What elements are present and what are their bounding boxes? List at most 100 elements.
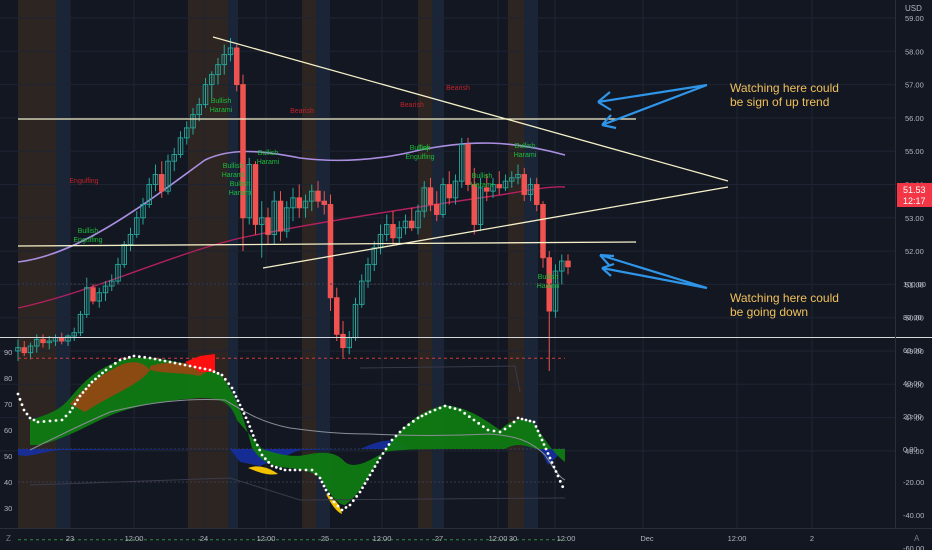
osc-dot: [87, 384, 91, 387]
last-price-badge: 51.53 12:17: [897, 183, 932, 207]
osc-dot: [508, 424, 512, 428]
osc-dot: [246, 420, 250, 424]
osc-dot: [458, 408, 462, 412]
candle-body: [27, 345, 34, 354]
price-tick: 47.00: [905, 414, 924, 423]
price-tick: 48.00: [905, 380, 924, 389]
auto-scale-icon[interactable]: A: [914, 534, 920, 543]
candle-body: [34, 338, 40, 347]
osc-dot: [376, 460, 379, 464]
upper-annotation: Watching here could be sign of up trend: [597, 81, 839, 130]
candle-body: [309, 190, 315, 202]
pattern-label: Doji: [418, 145, 431, 152]
session-band: [56, 0, 70, 528]
upper-note-line1: Watching here could: [730, 81, 839, 95]
grid-lines: [0, 0, 895, 528]
candle-body: [259, 217, 265, 225]
osc-dot: [371, 469, 374, 473]
pattern-label: Engulfing: [69, 178, 98, 185]
osc-dot: [203, 367, 207, 371]
timezone-icon[interactable]: Z: [6, 534, 11, 543]
osc-dot: [548, 456, 552, 460]
candle-body: [471, 184, 478, 225]
candle-body: [233, 47, 240, 86]
osc-dot: [123, 357, 127, 361]
osc-dot: [438, 406, 442, 410]
candle-body: [296, 197, 303, 209]
osc-dot: [64, 414, 68, 418]
osc-dot: [132, 354, 136, 358]
osc-right-tick: -60.00: [903, 544, 924, 550]
osc-dot: [520, 417, 524, 421]
time-tick: 12:00: [373, 534, 392, 543]
pattern-label: Bullish: [258, 150, 279, 157]
osc-dot: [443, 404, 447, 408]
osc-right-tick: 80.00: [903, 313, 922, 322]
price-tick: 56.00: [905, 114, 924, 123]
candle-body: [215, 64, 221, 76]
candle-body: [321, 200, 328, 205]
osc-dot: [22, 408, 26, 412]
osc-dot: [288, 468, 292, 472]
candle-body: [552, 270, 559, 312]
osc-dot: [178, 362, 182, 366]
candle-body: [152, 174, 159, 185]
osc-dot: [368, 473, 372, 477]
time-tick: 23: [66, 534, 74, 543]
time-axis[interactable]: 23 12:00 24 12:00 25 12:00 27 12:00 30 12:00 Dec 12…: [66, 534, 814, 543]
pattern-label: Bullish: [472, 173, 493, 180]
osc-dot: [293, 468, 297, 472]
osc-dot: [424, 412, 428, 416]
osc-dot: [556, 474, 560, 478]
candle-body: [540, 204, 546, 259]
osc-dot: [90, 380, 94, 384]
price-tick: 49.00: [905, 347, 924, 356]
pattern-label: Harami: [222, 172, 245, 179]
osc-dot: [173, 361, 177, 365]
candle-body: [284, 207, 290, 232]
osc-dot: [251, 434, 255, 437]
pattern-label: Harami: [537, 283, 560, 290]
osc-right-tick: -20.00: [903, 478, 924, 487]
osc-left-tick: 40: [4, 478, 12, 487]
candle-body: [140, 204, 146, 219]
oscillator-left-axis: 90 80 70 60 50 40 30: [4, 348, 12, 513]
osc-dot: [223, 377, 227, 381]
osc-dot: [492, 429, 496, 433]
candle-body: [315, 190, 321, 202]
osc-dot: [163, 359, 167, 363]
osc-dot: [158, 358, 162, 362]
osc-right-tick: 40.00: [903, 379, 922, 388]
osc-dot: [97, 374, 101, 378]
candle-body: [227, 47, 234, 56]
candle-body: [434, 204, 440, 215]
candle-body: [427, 187, 434, 205]
pattern-label: Bearish: [290, 108, 314, 115]
lower-annotation: Watching here could be going down: [599, 253, 839, 319]
pattern-label: Harami: [471, 182, 494, 189]
price-tick: 51.00: [905, 280, 924, 289]
osc-dot: [534, 425, 538, 428]
osc-dot: [270, 464, 274, 468]
oscillator-right-axis[interactable]: 100.00 80.00 60.00 40.00 20.00 0.00 -20.00 -40.…: [903, 280, 926, 550]
osc-dot: [373, 465, 377, 468]
osc-dot: [258, 448, 262, 452]
osc-dot: [250, 429, 253, 433]
osc-dot: [304, 468, 308, 472]
osc-dot: [390, 438, 394, 442]
candle-body: [421, 187, 428, 212]
pattern-label: Bearish: [446, 85, 470, 92]
candle-body: [190, 114, 196, 129]
osc-dot: [528, 419, 532, 423]
candle-body: [490, 184, 496, 192]
candle-body: [240, 84, 246, 219]
candle-body: [146, 184, 152, 205]
last-price-badge-bg: [897, 183, 932, 207]
osc-dot: [355, 494, 359, 498]
osc-dot: [78, 394, 82, 398]
candle-body: [290, 197, 296, 209]
osc-left-tick: 80: [4, 374, 12, 383]
osc-dot: [255, 443, 259, 447]
